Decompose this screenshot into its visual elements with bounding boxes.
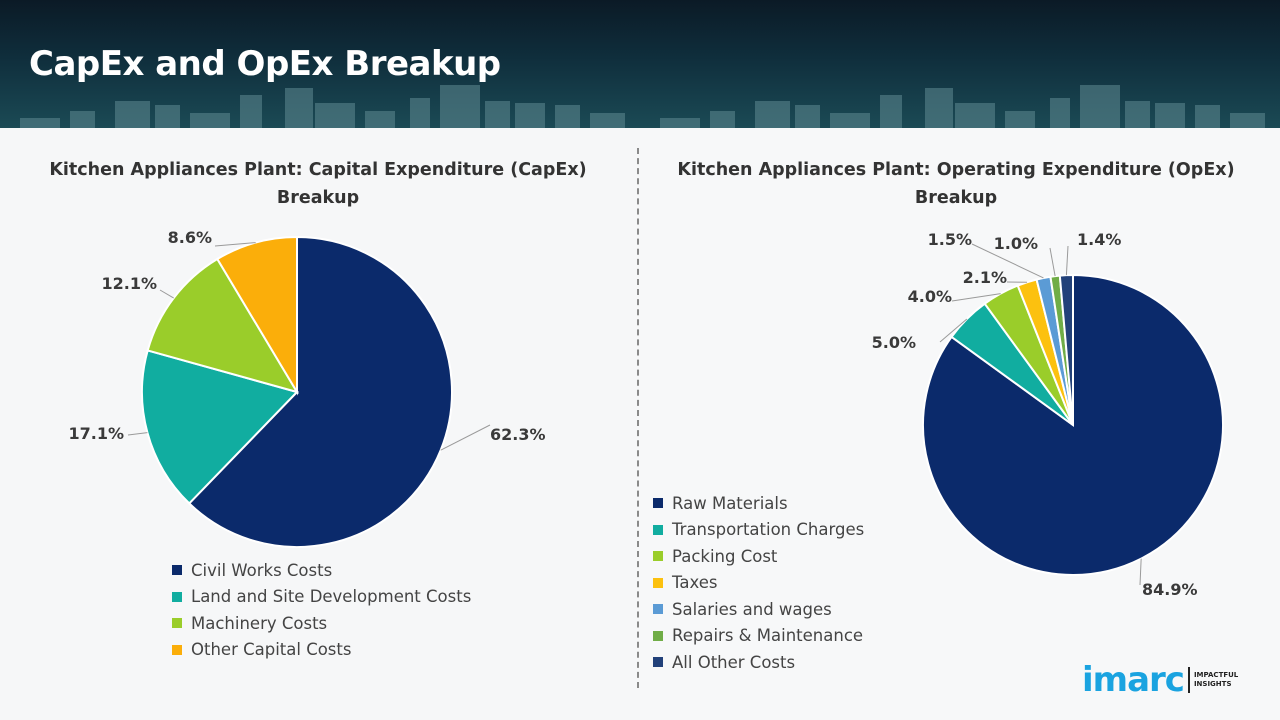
pie-slice-machinery-costs [146,257,300,394]
logo-brand: imarc [1082,660,1185,700]
legend-item-repairs-maintenance: Repairs & Maintenance [653,623,864,650]
capex-chart-title: Kitchen Appliances Plant: Capital Expend… [20,156,616,212]
legend-item-taxes: Taxes [653,570,864,597]
legend-label: Repairs & Maintenance [672,626,864,646]
pie-slice-land-and-site-development-costs [141,349,299,505]
data-label-salaries-and-wages: 1.5% [928,230,972,249]
data-label-civil-works-costs: 62.3% [490,425,546,444]
legend-label: Raw Materials [672,493,788,513]
legend-swatch-icon [653,524,663,535]
legend-item-civil-works-costs: Civil Works Costs [172,557,471,584]
opex-title-line1: Kitchen Appliances Plant: Operating Expe… [677,160,1235,180]
leader-line-land-and-site-development-costs [127,432,148,436]
legend-item-land-and-site-development-costs: Land and Site Development Costs [172,584,471,611]
legend-swatch-icon [653,551,663,562]
legend-swatch-icon [172,565,182,576]
leader-line-other-capital-costs [214,242,256,247]
legend-swatch-icon [172,618,182,629]
legend-label: All Other Costs [672,652,796,672]
legend-label: Other Capital Costs [191,640,352,660]
panel-divider [637,148,639,688]
logo-tagline: IMPACTFUL INSIGHTS [1194,671,1238,689]
legend-label: Land and Site Development Costs [191,587,472,607]
data-label-land-and-site-development-costs: 17.1% [68,424,124,443]
leader-line-salaries-and-wages [971,243,1044,279]
legend-item-other-capital-costs: Other Capital Costs [172,637,471,664]
data-label-packing-cost: 4.0% [908,287,952,306]
leader-line-machinery-costs [159,289,174,299]
legend-label: Taxes [672,573,718,593]
legend-label: Transportation Charges [672,520,865,540]
legend-swatch-icon [172,644,182,655]
leader-line-repairs-maintenance [1049,247,1056,277]
leader-line-transportation-charges [939,318,968,343]
legend-swatch-icon [653,630,663,641]
legend-swatch-icon [653,498,663,509]
leader-line-packing-cost [951,293,1001,302]
legend-item-salaries-and-wages: Salaries and wages [653,596,864,623]
legend-item-raw-materials: Raw Materials [653,490,864,517]
page-title: CapEx and OpEx Breakup [29,44,501,84]
logo-separator [1187,667,1190,693]
legend-label: Machinery Costs [191,613,328,633]
data-label-all-other-costs: 1.4% [1077,230,1121,249]
capex-title-line2: Breakup [276,188,360,208]
legend-item-packing-cost: Packing Cost [653,543,864,570]
data-label-taxes: 2.1% [963,268,1007,287]
city-skyline-decoration [20,85,1265,128]
header-banner: CapEx and OpEx Breakup [0,0,1280,128]
legend-label: Salaries and wages [672,599,832,619]
data-label-transportation-charges: 5.0% [872,333,916,352]
legend-item-all-other-costs: All Other Costs [653,649,864,676]
data-label-other-capital-costs: 8.6% [168,228,212,247]
legend-item-transportation-charges: Transportation Charges [653,517,864,544]
opex-chart-title: Kitchen Appliances Plant: Operating Expe… [660,156,1252,212]
data-label-raw-materials: 84.9% [1142,580,1198,599]
opex-pie-chart: 84.9% 5.0% 4.0% 2.1% 1.5% 1.0% 1.4% [872,230,1224,599]
leader-line-raw-materials [1139,558,1142,586]
legend-swatch-icon [653,577,663,588]
pie-slice-other-capital-costs [215,235,298,396]
legend-swatch-icon [653,604,663,615]
logo-tagline-1: IMPACTFUL [1193,671,1239,679]
leader-line-all-other-costs [1065,245,1069,276]
legend-item-machinery-costs: Machinery Costs [172,610,471,637]
capex-pie-chart: 62.3% 17.1% 12.1% 8.6% [68,228,546,548]
data-label-machinery-costs: 12.1% [101,274,157,293]
data-label-repairs-maintenance: 1.0% [994,234,1038,253]
capex-title-line1: Kitchen Appliances Plant: Capital Expend… [49,160,587,180]
opex-title-line2: Breakup [914,188,998,208]
pie-slice-civil-works-costs [187,235,453,548]
legend-swatch-icon [653,657,663,668]
legend-label: Packing Cost [672,546,778,566]
leader-line-civil-works-costs [440,424,491,451]
imarc-logo: imarc IMPACTFUL INSIGHTS [1082,660,1238,700]
capex-legend: Civil Works Costs Land and Site Developme… [172,557,471,663]
legend-label: Civil Works Costs [191,560,333,580]
logo-tagline-2: INSIGHTS [1193,680,1232,688]
opex-legend: Raw Materials Transportation Charges Packi… [653,490,864,676]
legend-swatch-icon [172,591,182,602]
